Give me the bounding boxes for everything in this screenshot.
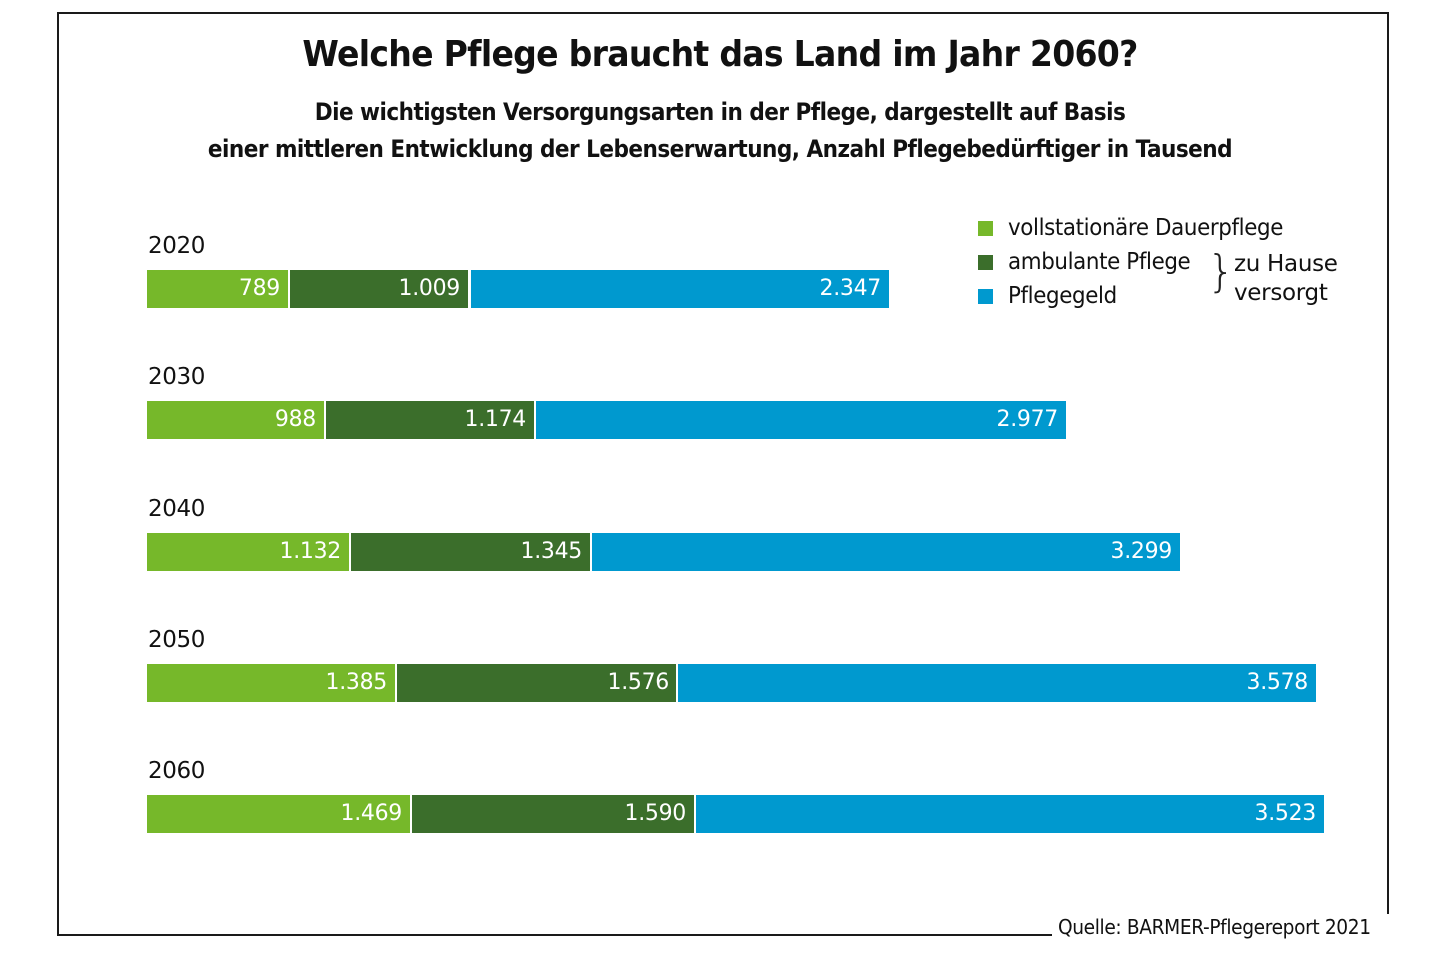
bar-vollstationaer-2060: 1.469 (147, 795, 410, 833)
data-label-vollstationaer-2060: 1.469 (340, 801, 403, 826)
data-label-ambulant-2030: 1.174 (464, 407, 527, 432)
frame-right-border (1387, 12, 1389, 914)
data-label-pflegegeld-2040: 3.299 (1110, 539, 1173, 564)
curly-brace-icon: } (1207, 246, 1235, 297)
data-label-ambulant-2060: 1.590 (624, 801, 687, 826)
data-label-pflegegeld-2060: 3.523 (1254, 801, 1317, 826)
bar-pflegegeld-2030: 2.977 (534, 401, 1066, 439)
data-label-ambulant-2050: 1.576 (607, 670, 670, 695)
bar-vollstationaer-2030: 988 (147, 401, 324, 439)
bar-pflegegeld-2020: 2.347 (469, 270, 889, 308)
data-label-ambulant-2040: 1.345 (520, 539, 583, 564)
bar-ambulant-2060: 1.590 (410, 795, 694, 833)
legend-group-note-line-2: versorgt (1234, 280, 1328, 306)
chart-subtitle-line-2: einer mittleren Entwicklung der Lebenser… (207, 135, 1233, 163)
bar-vollstationaer-2050: 1.385 (147, 664, 395, 702)
bar-pflegegeld-2050: 3.578 (676, 664, 1316, 702)
bar-ambulant-2040: 1.345 (349, 533, 590, 571)
data-label-vollstationaer-2040: 1.132 (279, 539, 342, 564)
data-label-vollstationaer-2030: 988 (274, 407, 316, 432)
bar-ambulant-2020: 1.009 (288, 270, 468, 308)
legend-label-vollstationaer: vollstationäre Dauerpflege (1008, 215, 1284, 241)
bar-vollstationaer-2020: 789 (147, 270, 288, 308)
year-label-2050: 2050 (148, 626, 205, 653)
year-label-2060: 2060 (148, 758, 205, 785)
data-label-vollstationaer-2020: 789 (238, 276, 280, 301)
data-label-pflegegeld-2030: 2.977 (996, 407, 1059, 432)
bar-vollstationaer-2040: 1.132 (147, 533, 349, 571)
chart-subtitle-line-1: Die wichtigsten Versorgungsarten in der … (314, 98, 1126, 126)
legend-swatch-pflegegeld (978, 289, 993, 304)
data-label-ambulant-2020: 1.009 (398, 276, 461, 301)
bar-pflegegeld-2060: 3.523 (694, 795, 1324, 833)
legend-label-pflegegeld: Pflegegeld (1008, 283, 1117, 309)
bar-pflegegeld-2040: 3.299 (590, 533, 1180, 571)
frame-bottom-border (57, 934, 1052, 936)
data-label-pflegegeld-2050: 3.578 (1246, 670, 1309, 695)
year-label-2040: 2040 (148, 495, 205, 522)
legend-swatch-ambulant (978, 255, 993, 270)
chart-title: Welche Pflege braucht das Land im Jahr 2… (302, 34, 1138, 75)
legend-group-note-line-1: zu Hause (1234, 251, 1338, 277)
legend-label-ambulant: ambulante Pflege (1008, 249, 1191, 275)
bar-ambulant-2030: 1.174 (324, 401, 534, 439)
year-label-2020: 2020 (148, 233, 205, 259)
legend-swatch-vollstationaer (978, 221, 993, 236)
data-label-pflegegeld-2020: 2.347 (819, 276, 882, 301)
data-label-vollstationaer-2050: 1.385 (325, 670, 388, 695)
source-note: Quelle: BARMER-Pflegereport 2021 (1058, 915, 1371, 939)
bar-ambulant-2050: 1.576 (395, 664, 677, 702)
frame-left-border (57, 12, 59, 936)
year-label-2030: 2030 (148, 364, 205, 391)
frame-top-border (57, 12, 1389, 14)
